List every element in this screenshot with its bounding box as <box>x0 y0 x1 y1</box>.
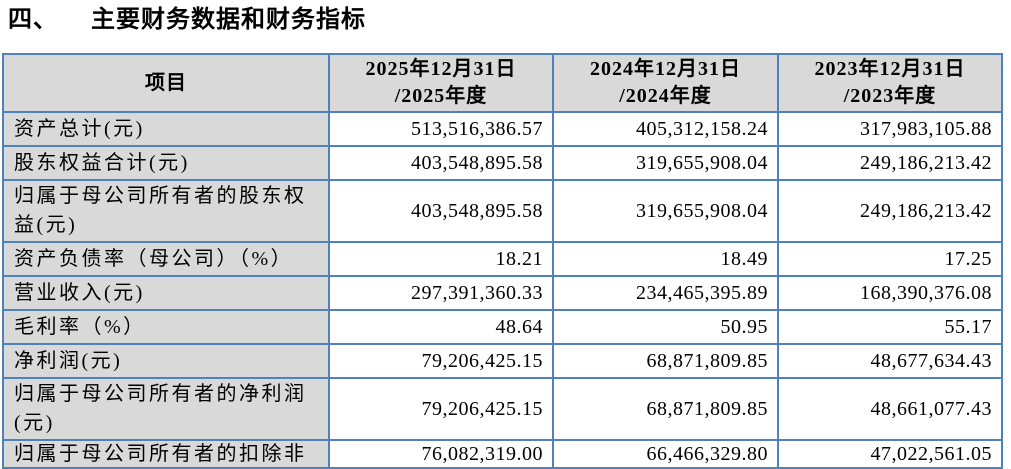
table-row-total-assets: 资产总计(元) 513,516,386.57 405,312,158.24 31… <box>2 111 1003 147</box>
column-header-2024-line1: 2024年12月31日 <box>590 58 741 80</box>
cell-value-2025: 403,548,895.58 <box>328 179 554 243</box>
row-label: 归属于母公司所有者的股东权益(元) <box>2 179 330 243</box>
cell-value-2023: 249,186,213.42 <box>777 179 1003 243</box>
row-label: 毛利率（%） <box>2 309 330 345</box>
table-row-operating-revenue: 营业收入(元) 297,391,360.33 234,465,395.89 16… <box>2 275 1003 311</box>
column-header-2025-line2: /2025年度 <box>394 85 488 107</box>
section-number: 四、 <box>8 7 58 33</box>
column-header-item: 项目 <box>2 53 330 113</box>
cell-value-2025: 48.64 <box>328 309 554 345</box>
column-header-2024: 2024年12月31日 /2024年度 <box>552 53 779 113</box>
cell-value-2025: 76,082,319.00 <box>328 439 554 469</box>
row-label: 净利润(元) <box>2 343 330 379</box>
cell-value-2024: 66,466,329.80 <box>552 439 779 469</box>
column-header-2024-line2: /2024年度 <box>619 85 712 107</box>
section-title-text: 主要财务数据和财务指标 <box>91 7 366 33</box>
financial-data-table: 项目 2025年12月31日 /2025年度 2024年12月31日 /2024… <box>2 53 1003 469</box>
column-header-2023-line2: /2023年度 <box>843 85 937 107</box>
cell-value-2024: 68,871,809.85 <box>552 343 779 379</box>
row-label: 股东权益合计(元) <box>2 145 330 181</box>
column-header-2025-line1: 2025年12月31日 <box>365 58 517 80</box>
cell-value-2025: 79,206,425.15 <box>328 343 554 379</box>
cell-value-2024: 50.95 <box>552 309 779 345</box>
row-label: 营业收入(元) <box>2 275 330 311</box>
cell-value-2025: 297,391,360.33 <box>328 275 554 311</box>
cell-value-2024: 68,871,809.85 <box>552 377 779 441</box>
cell-value-2024: 18.49 <box>552 241 779 277</box>
table-row-total-equity: 股东权益合计(元) 403,548,895.58 319,655,908.04 … <box>2 145 1003 181</box>
cell-value-2025: 513,516,386.57 <box>328 111 554 147</box>
table-row-net-profit-attributable-to-parent: 归属于母公司所有者的净利润(元) 79,206,425.15 68,871,80… <box>2 377 1003 441</box>
table-row-net-profit: 净利润(元) 79,206,425.15 68,871,809.85 48,67… <box>2 343 1003 379</box>
table-row-gross-margin: 毛利率（%） 48.64 50.95 55.17 <box>2 309 1003 345</box>
cell-value-2024: 319,655,908.04 <box>552 179 779 243</box>
column-header-2023: 2023年12月31日 /2023年度 <box>777 53 1003 113</box>
row-label: 资产负债率（母公司）（%） <box>2 241 330 277</box>
cell-value-2023: 47,022,561.05 <box>777 439 1003 469</box>
section-title: 四、 主要财务数据和财务指标 <box>8 5 366 35</box>
table-row-asset-liability-ratio: 资产负债率（母公司）（%） 18.21 18.49 17.25 <box>2 241 1003 277</box>
cell-value-2024: 405,312,158.24 <box>552 111 779 147</box>
cell-value-2023: 317,983,105.88 <box>777 111 1003 147</box>
cell-value-2023: 17.25 <box>777 241 1003 277</box>
column-header-2025: 2025年12月31日 /2025年度 <box>328 53 554 113</box>
column-header-2023-line1: 2023年12月31日 <box>814 58 966 80</box>
cell-value-2024: 234,465,395.89 <box>552 275 779 311</box>
cell-value-2023: 249,186,213.42 <box>777 145 1003 181</box>
cell-value-2023: 168,390,376.08 <box>777 275 1003 311</box>
row-label: 资产总计(元) <box>2 111 330 147</box>
cell-value-2023: 48,661,077.43 <box>777 377 1003 441</box>
row-label: 归属于母公司所有者的扣除非 <box>2 439 330 469</box>
table-header-row: 项目 2025年12月31日 /2025年度 2024年12月31日 /2024… <box>2 53 1003 113</box>
cell-value-2023: 55.17 <box>777 309 1003 345</box>
cell-value-2023: 48,677,634.43 <box>777 343 1003 379</box>
cell-value-2024: 319,655,908.04 <box>552 145 779 181</box>
table-row-equity-attributable-to-parent: 归属于母公司所有者的股东权益(元) 403,548,895.58 319,655… <box>2 179 1003 243</box>
cell-value-2025: 18.21 <box>328 241 554 277</box>
cell-value-2025: 79,206,425.15 <box>328 377 554 441</box>
row-label: 归属于母公司所有者的净利润(元) <box>2 377 330 441</box>
cell-value-2025: 403,548,895.58 <box>328 145 554 181</box>
table-row-net-profit-excluding-nonrecurring: 归属于母公司所有者的扣除非 76,082,319.00 66,466,329.8… <box>2 439 1003 469</box>
